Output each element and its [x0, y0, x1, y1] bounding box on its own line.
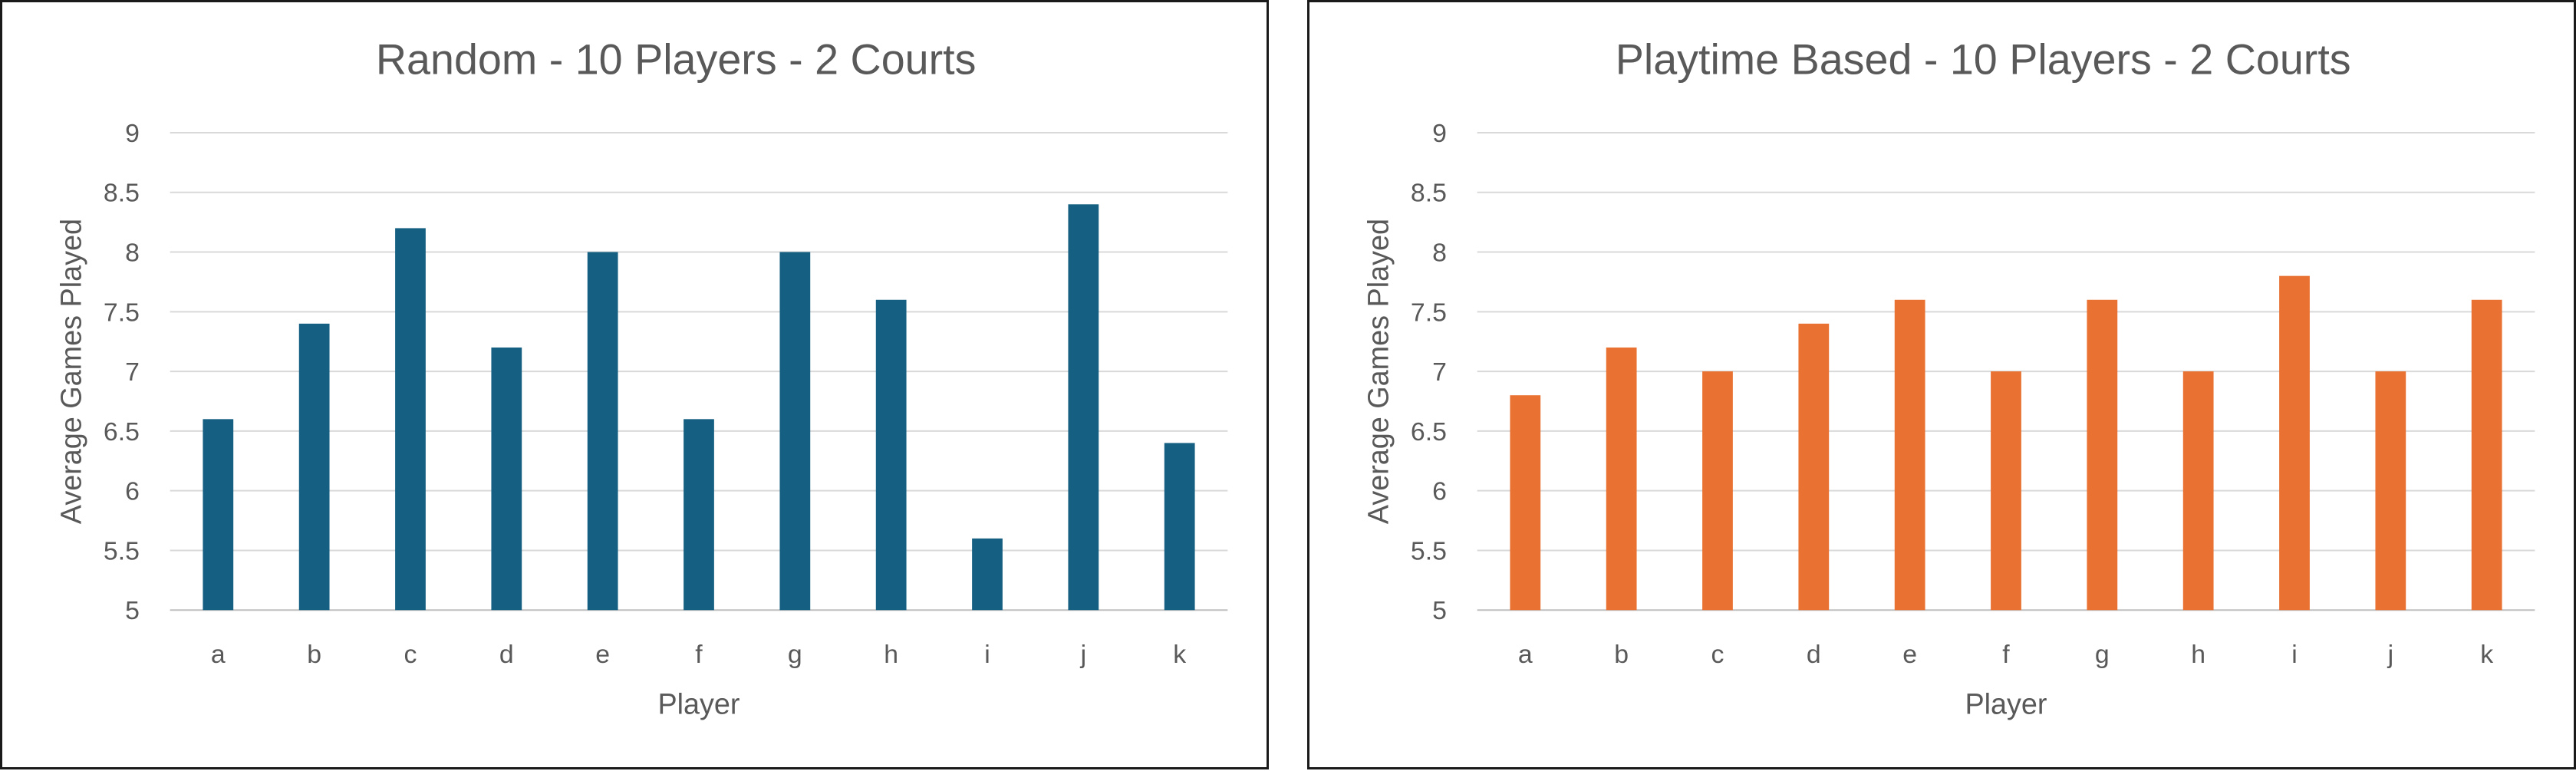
chart-1-bar-a [203, 419, 234, 611]
chart-2-y-tick-label: 5.5 [1411, 536, 1447, 565]
chart-2-x-tick-label: f [2002, 640, 2010, 669]
chart-1-bar-i [972, 538, 1003, 611]
chart-1-x-tick-label: g [788, 640, 802, 669]
chart-playtime-based: Playtime Based - 10 Players - 2 Courts 5 5… [1307, 0, 2576, 769]
chart-2-bar-d [1798, 323, 1830, 611]
chart-1-x-tick-label: h [884, 640, 898, 669]
chart-2-y-tick-label: 8.5 [1411, 179, 1447, 208]
chart-1-y-tick-label: 7 [125, 357, 140, 387]
chart-2-x-tick-label: h [2191, 640, 2205, 669]
chart-playtime-based-svg: Playtime Based - 10 Players - 2 Courts 5 5… [1362, 35, 2535, 720]
chart-random: Random - 10 Players - 2 Courts 5 5.5 6 6.5 7 7… [0, 0, 1269, 769]
chart-2-y-tick-label: 8 [1432, 238, 1447, 267]
chart-1-x-tick-label: f [695, 640, 703, 669]
chart-1-bar-h [875, 299, 907, 611]
chart-2-bar-c [1702, 371, 1733, 611]
chart-random-svg: Random - 10 Players - 2 Courts 5 5.5 6 6.5 7 7… [55, 35, 1228, 720]
chart-2-x-tick-label: e [1902, 640, 1917, 669]
chart-2-bar-g [2087, 299, 2118, 611]
chart-2-y-tick-label: 7 [1432, 357, 1447, 387]
chart-1-x-tick-label: a [211, 640, 226, 669]
chart-1-y-tick-label: 8.5 [104, 179, 140, 208]
chart-2-bar-f [1991, 371, 2021, 611]
chart-1-x-tick-label: i [984, 640, 990, 669]
chart-1-bar-f [684, 419, 714, 611]
chart-1-bar-b [298, 323, 330, 611]
chart-2-y-tick-label: 6.5 [1411, 417, 1447, 446]
chart-2-x-axis-label: Player [1965, 688, 2047, 720]
chart-2-bar-i [2279, 275, 2310, 611]
chart-1-bar-g [779, 252, 811, 611]
chart-2-x-tick-label: d [1807, 640, 1821, 669]
chart-2-x-tick-label: a [1518, 640, 1533, 669]
chart-1-x-tick-label: k [1173, 640, 1186, 669]
chart-1-title: Random - 10 Players - 2 Courts [376, 35, 977, 83]
chart-2-y-tick-label: 5 [1432, 596, 1447, 625]
chart-2-x-tick-label: g [2095, 640, 2110, 669]
chart-1-y-tick-label: 7.5 [104, 298, 140, 327]
chart-1-y-axis-label: Average Games Played [55, 219, 87, 524]
chart-2-bar-a [1510, 395, 1541, 611]
chart-2-y-tick-label: 9 [1432, 119, 1447, 148]
chart-1-x-tick-label: j [1080, 640, 1087, 669]
chart-2-bar-b [1606, 347, 1637, 611]
chart-1-x-axis-label: Player [657, 688, 740, 720]
chart-2-x-tick-label: i [2291, 640, 2298, 669]
chart-1-bar-d [491, 347, 522, 611]
chart-1-y-tick-label: 5 [125, 596, 140, 625]
chart-1-bar-c [395, 228, 426, 611]
chart-2-bar-k [2471, 299, 2502, 611]
chart-1-bar-j [1068, 204, 1099, 611]
chart-2-x-tick-label: j [2387, 640, 2394, 669]
chart-1-y-tick-label: 6.5 [104, 417, 140, 446]
chart-2-bar-j [2375, 371, 2406, 611]
chart-1-y-tick-label: 9 [125, 119, 140, 148]
chart-1-bar-k [1164, 443, 1195, 611]
chart-2-x-tick-label: b [1614, 640, 1629, 669]
chart-2-title: Playtime Based - 10 Players - 2 Courts [1616, 35, 2351, 83]
chart-2-bar-h [2182, 371, 2214, 611]
chart-2-y-tick-label: 6 [1432, 477, 1447, 506]
chart-1-x-tick-label: d [499, 640, 514, 669]
chart-2-y-axis-label: Average Games Played [1362, 219, 1395, 524]
chart-1-x-tick-label: b [307, 640, 321, 669]
chart-1-x-tick-label: c [404, 640, 417, 669]
chart-1-y-tick-label: 8 [125, 238, 140, 267]
chart-1-x-tick-label: e [595, 640, 610, 669]
chart-2-x-tick-label: k [2480, 640, 2493, 669]
chart-1-y-tick-label: 5.5 [104, 536, 140, 565]
chart-1-bar-e [587, 252, 618, 611]
chart-1-y-tick-label: 6 [125, 477, 140, 506]
chart-2-x-tick-label: c [1711, 640, 1724, 669]
chart-2-y-tick-label: 7.5 [1411, 298, 1447, 327]
chart-2-bar-e [1894, 299, 1925, 611]
